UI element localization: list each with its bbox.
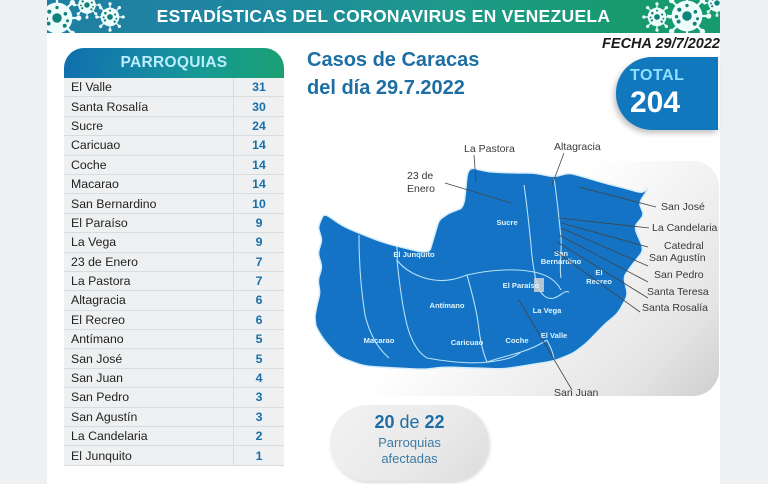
svg-text:Santa Teresa: Santa Teresa — [647, 286, 709, 298]
svg-text:La Pastora: La Pastora — [464, 143, 515, 155]
svg-text:San Agustín: San Agustín — [649, 252, 706, 264]
svg-text:La Candelaria: La Candelaria — [652, 222, 718, 234]
svg-text:23 de: 23 de — [407, 170, 433, 182]
svg-text:San José: San José — [661, 201, 705, 213]
svg-text:Enero: Enero — [407, 183, 435, 195]
svg-text:Catedral: Catedral — [664, 240, 704, 252]
svg-text:Santa Rosalía: Santa Rosalía — [642, 302, 708, 314]
svg-text:San Pedro: San Pedro — [654, 269, 704, 281]
svg-text:San Juan: San Juan — [554, 387, 599, 399]
svg-text:Altagracia: Altagracia — [554, 141, 601, 153]
